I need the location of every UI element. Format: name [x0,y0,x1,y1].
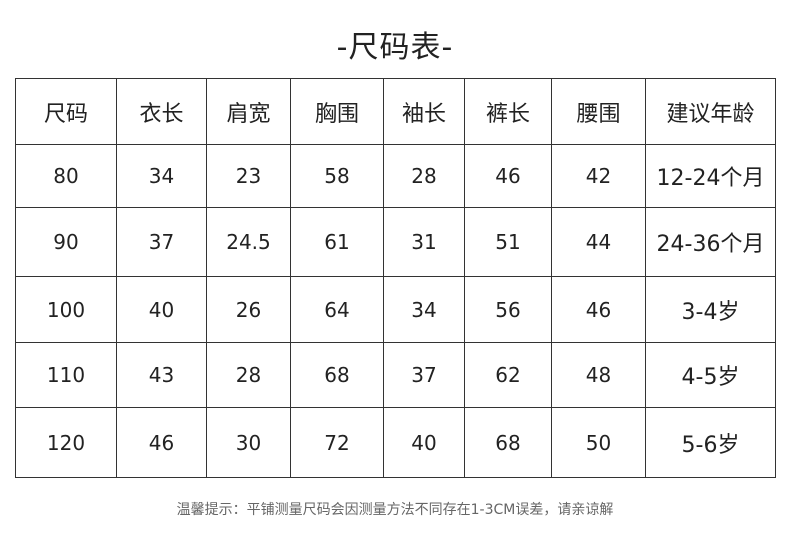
table-cell: 50 [551,407,646,478]
table-cell: 24.5 [206,207,291,277]
table-cell: 51 [464,207,552,277]
table-row: 120 46 30 72 40 68 50 5-6岁 [15,407,776,478]
table-cell: 68 [290,342,384,408]
table-cell: 46 [464,144,552,208]
table-cell: 64 [290,276,384,343]
table-cell: 28 [206,342,291,408]
table-cell: 48 [551,342,646,408]
table-cell: 56 [464,276,552,343]
table-cell: 26 [206,276,291,343]
table-cell: 3-4岁 [645,276,776,343]
table-row: 110 43 28 68 37 62 48 4-5岁 [15,342,776,408]
header-cell: 衣长 [116,78,207,145]
table-cell: 110 [15,342,117,408]
table-cell: 44 [551,207,646,277]
header-cell: 肩宽 [206,78,291,145]
table-cell: 120 [15,407,117,478]
table-cell: 58 [290,144,384,208]
table-cell: 24-36个月 [645,207,776,277]
table-row: 80 34 23 58 28 46 42 12-24个月 [15,144,776,208]
table-cell: 46 [551,276,646,343]
table-cell: 46 [116,407,207,478]
header-cell: 尺码 [15,78,117,145]
table-cell: 40 [383,407,465,478]
table-cell: 61 [290,207,384,277]
table-cell: 37 [383,342,465,408]
table-cell: 40 [116,276,207,343]
table-cell: 34 [116,144,207,208]
table-cell: 62 [464,342,552,408]
header-cell: 腰围 [551,78,646,145]
table-cell: 31 [383,207,465,277]
footer-note: 温馨提示：平铺测量尺码会因测量方法不同存在1-3CM误差，请亲谅解 [176,502,614,518]
table-cell: 68 [464,407,552,478]
table-cell: 4-5岁 [645,342,776,408]
table-cell: 5-6岁 [645,407,776,478]
table-cell: 80 [15,144,117,208]
table-cell: 12-24个月 [645,144,776,208]
table-cell: 23 [206,144,291,208]
page-title: -尺码表- [336,30,454,65]
size-table: 尺码 衣长 肩宽 胸围 袖长 裤长 腰围 建议年龄 80 34 23 58 28 46 42… [15,78,776,478]
table-header-row: 尺码 衣长 肩宽 胸围 袖长 裤长 腰围 建议年龄 [15,78,776,145]
table-row: 100 40 26 64 34 56 46 3-4岁 [15,276,776,343]
table-cell: 30 [206,407,291,478]
header-cell: 裤长 [464,78,552,145]
table-row: 90 37 24.5 61 31 51 44 24-36个月 [15,207,776,277]
table-cell: 34 [383,276,465,343]
header-cell: 建议年龄 [645,78,776,145]
table-cell: 90 [15,207,117,277]
table-cell: 43 [116,342,207,408]
table-cell: 42 [551,144,646,208]
table-cell: 100 [15,276,117,343]
header-cell: 袖长 [383,78,465,145]
table-cell: 37 [116,207,207,277]
header-cell: 胸围 [290,78,384,145]
table-cell: 28 [383,144,465,208]
table-cell: 72 [290,407,384,478]
